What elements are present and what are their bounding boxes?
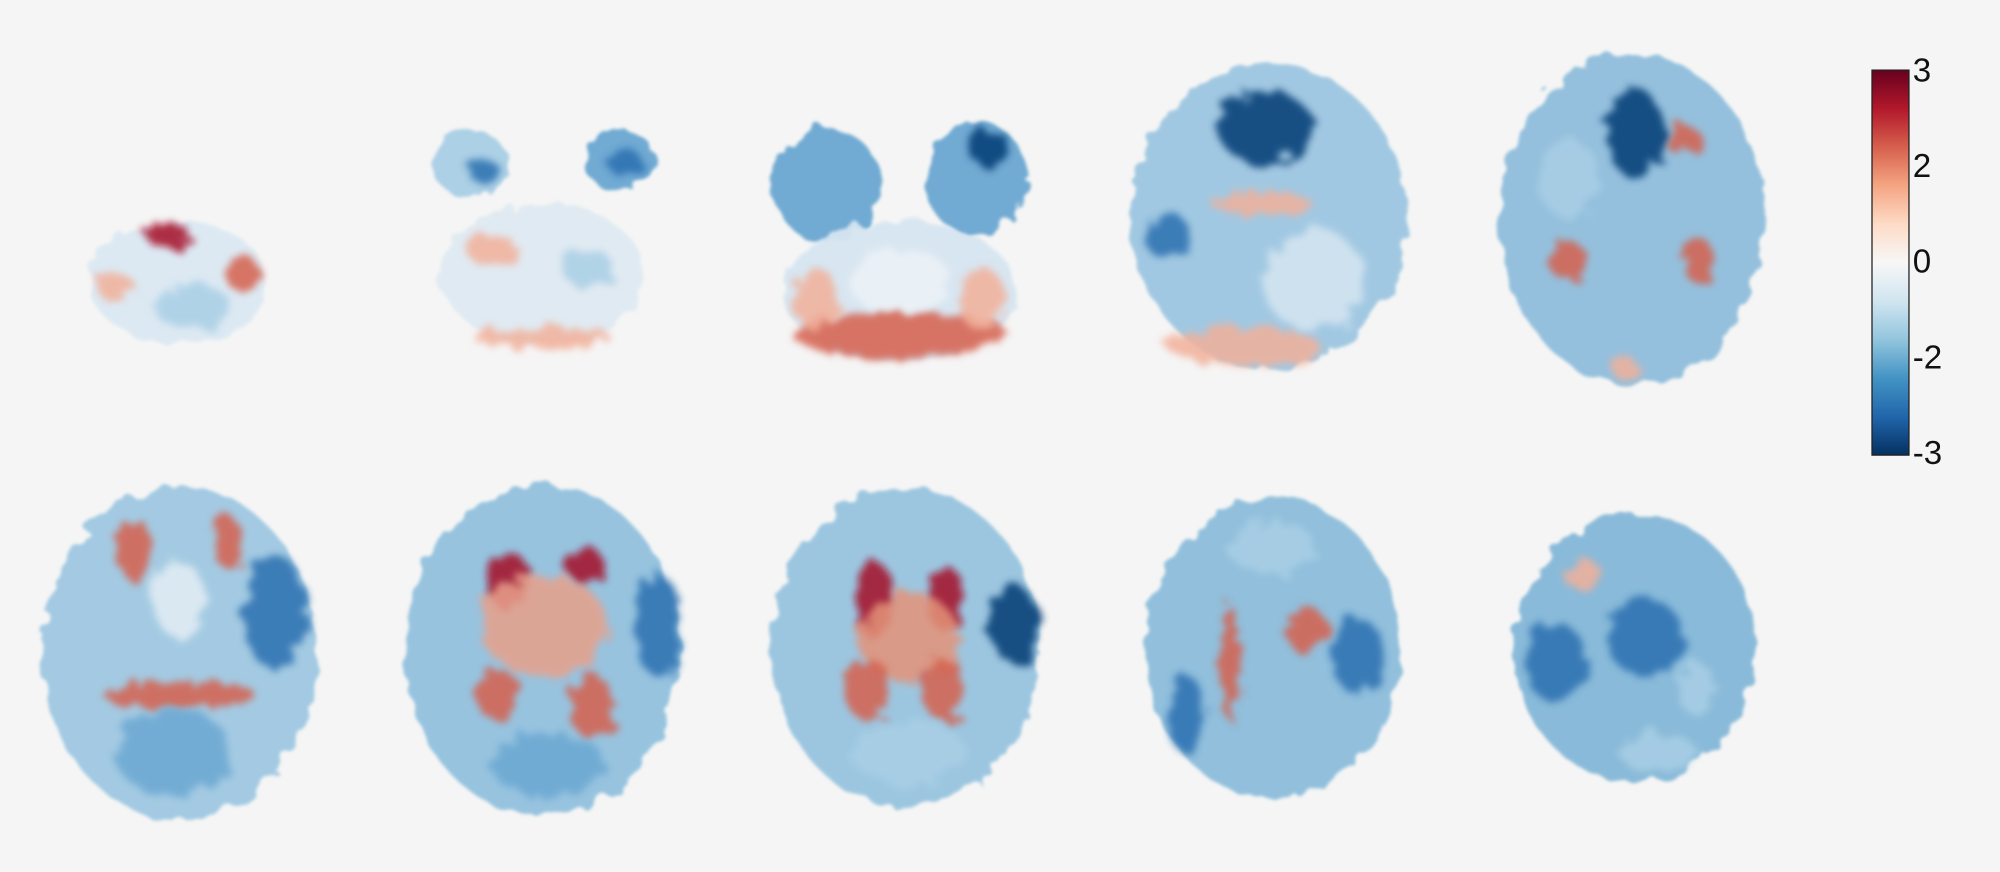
colorbar <box>1871 69 1910 456</box>
slice-spot <box>848 248 951 313</box>
slice-spot <box>474 669 521 721</box>
slice-spot <box>469 159 501 185</box>
slice-spot <box>793 267 840 332</box>
slice-spot <box>102 682 256 708</box>
slice-shape <box>431 130 508 197</box>
brain-slice <box>431 128 655 349</box>
slice-spot <box>965 128 1012 165</box>
slice-shape <box>1145 497 1401 799</box>
slice-spot <box>1684 238 1716 285</box>
brain-slice <box>1513 513 1756 782</box>
slice-spot <box>1606 599 1684 676</box>
slice-spot <box>1523 624 1588 702</box>
slice-spot <box>1608 89 1665 179</box>
slice-spot <box>1562 558 1601 589</box>
brain-slice <box>1131 63 1407 370</box>
brain-slices <box>41 53 1765 819</box>
slice-spot <box>1550 240 1587 282</box>
brain-slice <box>1499 53 1765 386</box>
slice-spot <box>472 327 613 349</box>
slice-spot <box>634 573 681 676</box>
slice-spot <box>242 554 307 670</box>
slice-spot <box>145 223 192 249</box>
slice-spot <box>857 592 960 683</box>
slice-spot <box>850 720 966 785</box>
slice-spot <box>491 733 607 797</box>
slice-spot <box>1262 229 1365 332</box>
slice-spot <box>1610 359 1642 380</box>
brain-slice <box>89 221 269 345</box>
brain-slice <box>773 121 1027 361</box>
slice-spot <box>212 516 243 568</box>
colorbar-labels: 3 2 0 -2 -3 <box>1913 52 1942 471</box>
slice-spot <box>224 256 261 292</box>
colorbar-label: -3 <box>1913 435 1942 472</box>
slice-shape <box>41 486 317 819</box>
colorbar-label: 0 <box>1913 244 1931 281</box>
slice-spot <box>561 248 613 287</box>
slice-spot <box>1167 327 1320 366</box>
slice-spot <box>115 707 230 797</box>
slice-spot <box>116 516 153 581</box>
slice-spot <box>97 271 134 303</box>
colorbar-label: 2 <box>1913 148 1931 185</box>
slice-spot <box>478 573 607 676</box>
slice-spot <box>1167 675 1206 753</box>
slice-spot <box>844 656 891 721</box>
slice-spot <box>570 675 617 740</box>
slice-spot <box>1332 618 1384 695</box>
slice-spot <box>465 233 517 264</box>
slice-spot <box>1211 191 1314 217</box>
slice-spot <box>569 546 605 588</box>
brain-slice <box>771 488 1040 807</box>
slice-spot <box>1676 662 1716 714</box>
slice-spot <box>153 560 205 638</box>
slice-spot <box>1144 212 1190 259</box>
slice-spot <box>607 150 644 176</box>
slice-spot <box>1619 733 1697 772</box>
slice-spot <box>959 267 1006 332</box>
brain-slice <box>404 484 681 816</box>
slice-spot <box>153 283 230 329</box>
slice-spot <box>1286 608 1328 654</box>
brain-slice <box>1145 497 1401 799</box>
slice-shape <box>440 203 645 345</box>
slice-spot <box>790 311 1008 357</box>
slice-spot <box>1228 522 1318 574</box>
colorbar-label: 3 <box>1913 52 1931 89</box>
colorbar-label: -2 <box>1913 339 1942 376</box>
slice-spot <box>1536 140 1601 217</box>
slice-spot <box>1220 605 1241 721</box>
slice-spot <box>988 586 1040 663</box>
slice-shape <box>773 127 881 243</box>
brain-slice <box>41 486 317 819</box>
slice-spot <box>920 656 967 721</box>
slice-spot <box>1216 91 1314 164</box>
slice-spot <box>1665 124 1702 156</box>
